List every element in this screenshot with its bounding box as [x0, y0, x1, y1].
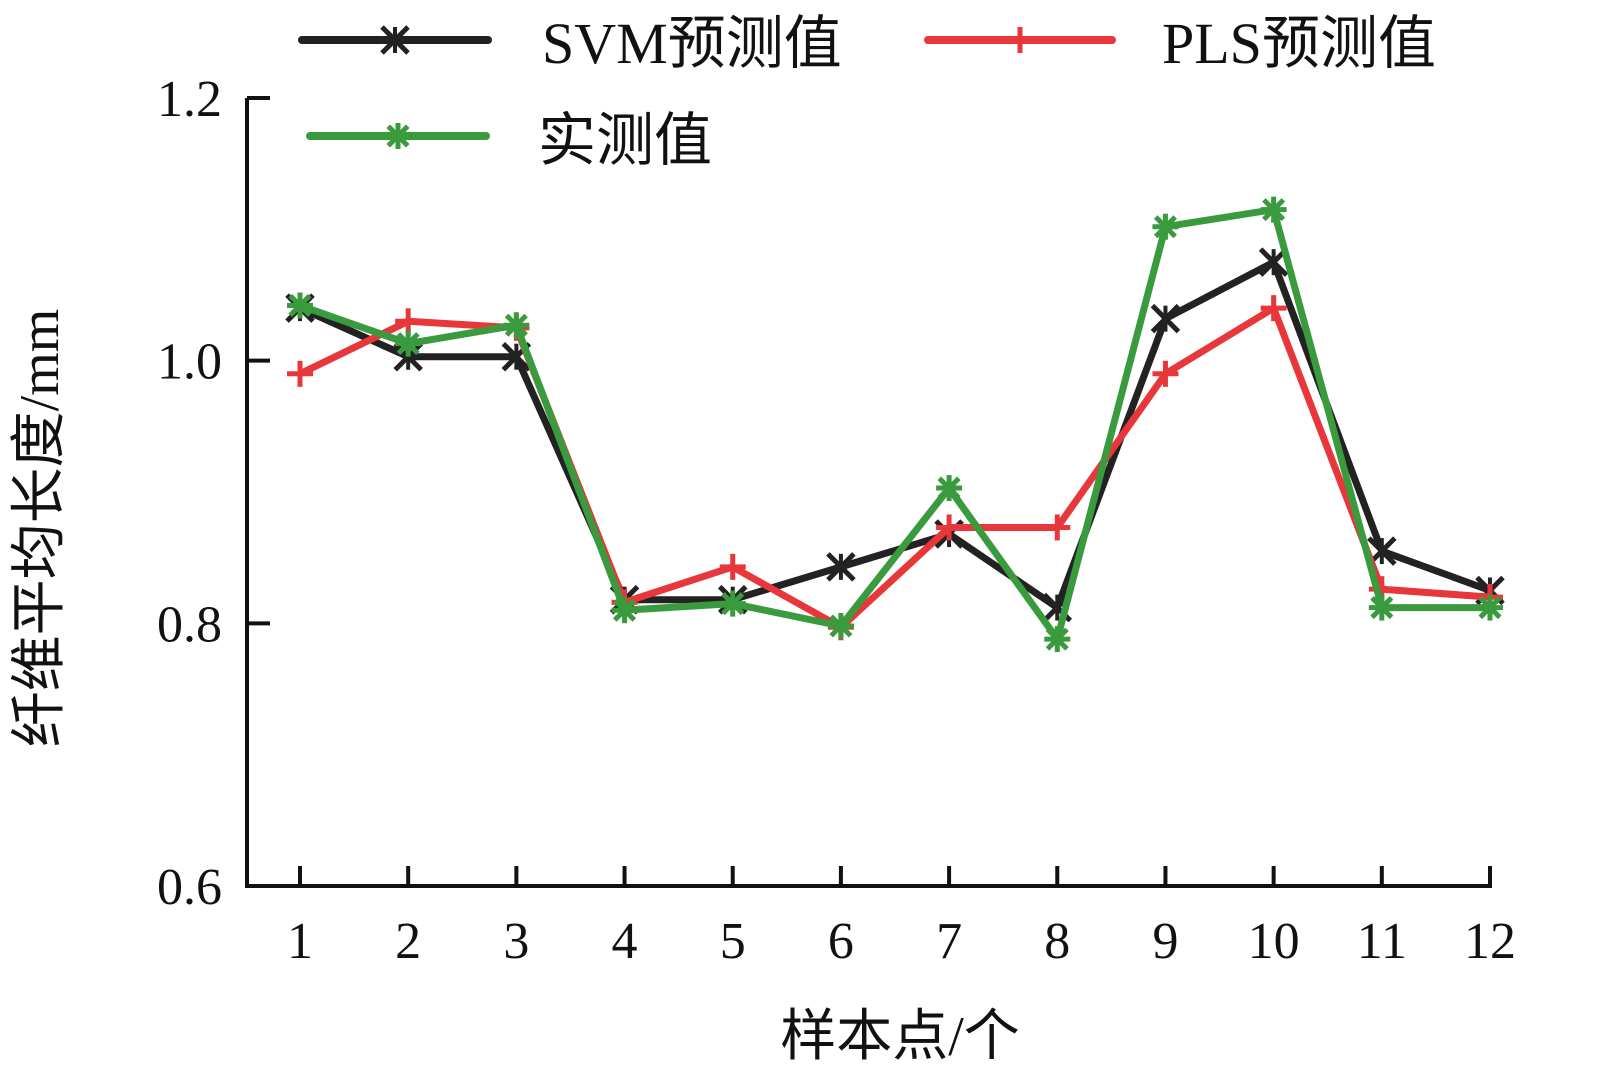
- x-tick-label: 4: [612, 913, 638, 970]
- data-point-measured: [1368, 594, 1395, 621]
- axes: [245, 98, 1492, 888]
- legend-item-measured: 实测值: [306, 108, 712, 173]
- data-point-pls: [719, 553, 746, 580]
- series-layer: [285, 196, 1505, 653]
- data-point-measured: [611, 597, 638, 624]
- x-tick-label: 9: [1152, 913, 1178, 970]
- y-axis-title: 纤维平均长度/mm: [9, 309, 71, 748]
- series-pls: [287, 295, 1503, 641]
- y-tick-label: 0.8: [157, 596, 222, 653]
- x-tick-label: 6: [828, 913, 854, 970]
- legend: SVM预测值 PLS预测值 实测值: [298, 11, 1436, 173]
- y-tick-label: 0.6: [157, 859, 222, 916]
- legend-label-measured: 实测值: [538, 108, 712, 173]
- data-point-measured: [395, 330, 422, 357]
- y-tick-label: 1.0: [157, 334, 222, 391]
- data-point-measured: [287, 292, 313, 319]
- data-point-measured: [1260, 196, 1287, 223]
- data-point-pls: [936, 514, 963, 541]
- x-axis-title: 样本点/个: [780, 1006, 1020, 1068]
- data-point-measured: [1152, 213, 1179, 240]
- data-point-pls: [395, 308, 422, 335]
- legend-label-svm: SVM预测值: [542, 11, 842, 76]
- legend-marker-symbol-pls: [1007, 27, 1033, 53]
- data-point-svm: [826, 552, 856, 582]
- y-tick-label: 1.2: [157, 71, 222, 128]
- data-point-pls: [1044, 514, 1071, 541]
- data-point-measured: [827, 612, 854, 639]
- data-point-pls: [287, 360, 313, 387]
- legend-item-pls: PLS预测值: [924, 11, 1436, 76]
- x-tick-label: 1: [287, 913, 313, 970]
- series-line-svm: [296, 258, 1494, 612]
- data-point-svm: [1150, 303, 1181, 334]
- x-tick-label: 11: [1357, 913, 1407, 970]
- data-point-measured: [936, 475, 963, 502]
- x-tick-label: 3: [503, 913, 529, 970]
- data-point-measured: [1044, 626, 1071, 653]
- data-point-measured: [1477, 594, 1503, 621]
- legend-marker-svm: [380, 25, 410, 55]
- data-point-pls: [1260, 295, 1287, 322]
- x-tick-label: 7: [936, 913, 962, 970]
- legend-item-svm: SVM预测值: [298, 11, 842, 76]
- data-point-measured: [503, 312, 530, 339]
- legend-marker-measured: [385, 123, 411, 149]
- legend-marker-symbol-measured: [385, 123, 411, 149]
- x-tick-label: 8: [1044, 913, 1070, 970]
- x-tick-label: 2: [395, 913, 421, 970]
- data-point-measured: [719, 590, 746, 617]
- x-tick-label: 10: [1248, 913, 1300, 970]
- legend-marker-symbol-svm: [380, 25, 410, 55]
- legend-label-pls: PLS预测值: [1162, 11, 1436, 76]
- y-ticks: 0.6 0.8 1.0 1.2: [157, 71, 270, 916]
- series-line-measured: [296, 206, 1494, 643]
- data-point-pls: [1152, 360, 1179, 387]
- series-measured: [287, 196, 1503, 653]
- x-ticks: 1 2 3 4 5 6 7 8 9 10 11 12: [287, 866, 1516, 970]
- legend-marker-pls: [1007, 27, 1033, 53]
- x-tick-label: 12: [1464, 913, 1516, 970]
- x-tick-label: 5: [720, 913, 746, 970]
